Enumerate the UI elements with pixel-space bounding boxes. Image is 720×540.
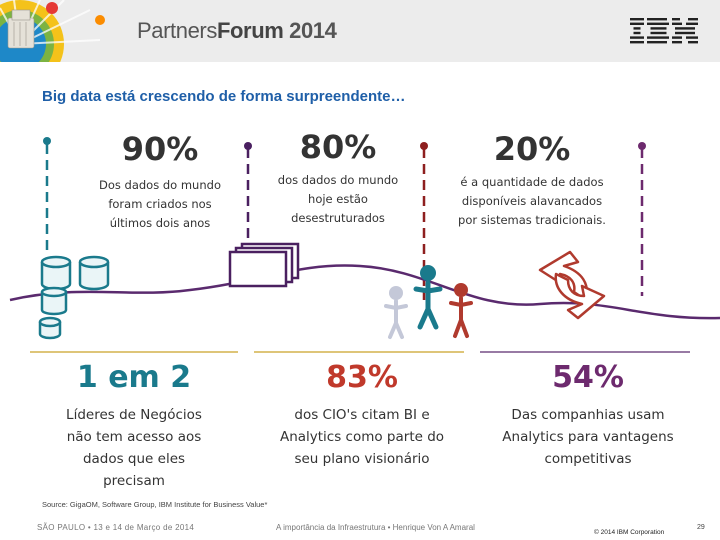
pin-teal (43, 137, 51, 252)
stat-20-desc: é a quantidade de dados disponíveis alav… (432, 173, 632, 230)
stat-83-desc: dos CIO's citam BI e Analytics como part… (256, 404, 468, 470)
stat-1em2-line2: não tem acesso aos (66, 429, 202, 445)
stat-80-desc: dos dados do mundo hoje estão desestrutu… (238, 171, 438, 228)
stat-1em2-value: 1 em 2 (76, 360, 192, 395)
stat-80-line2: hoje estão (308, 192, 368, 206)
footer-copyright: © 2014 IBM Corporation (594, 529, 665, 536)
stat-83-line3: seu plano visionário (294, 451, 430, 467)
stat-90-value: 90% (121, 130, 199, 168)
database-icon (38, 255, 110, 340)
brand-title: PartnersForum 2014 (137, 18, 337, 44)
pin-purple-1 (244, 142, 252, 240)
stat-20-value: 20% (493, 130, 571, 168)
documents-icon (228, 242, 300, 288)
stat-90-desc: Dos dados do mundo foram criados nos últ… (60, 176, 260, 233)
stat-54-line1: Das companhias usam (511, 407, 665, 423)
stat-54-value: 54% (552, 360, 624, 395)
footer-presentation: A importância da Infraestrutura • Henriq… (276, 523, 475, 532)
stat-54-desc: Das companhias usam Analytics para vanta… (482, 404, 694, 470)
slide-footer: SÃO PAULO • 13 e 14 de Março de 2014 A i… (0, 516, 720, 540)
partners-forum-burst-logo (0, 0, 122, 62)
stat-80-line1: dos dados do mundo (277, 173, 399, 187)
stat-1em2-line4: precisam (103, 473, 165, 489)
stat-1em2-line1: Líderes de Negócios (66, 407, 202, 423)
stat-80-line3: desestruturados (291, 211, 385, 225)
stat-90-line1: Dos dados do mundo (99, 178, 221, 192)
pin-red-1 (420, 142, 428, 300)
person-teal-icon (413, 265, 443, 330)
stat-83-line1: dos CIO's citam BI e (294, 407, 430, 423)
page-number: 29 (697, 524, 705, 531)
brand-main: Partners (137, 18, 217, 43)
stat-54-line3: competitivas (544, 451, 632, 467)
stat-80-value: 80% (299, 128, 377, 166)
stat-1em2-desc: Líderes de Negócios não tem acesso aos d… (34, 404, 234, 492)
stat-54-line2: Analytics para vantagens (502, 429, 674, 445)
slide-title: Big data está crescendo de forma surpree… (42, 88, 406, 105)
brand-bold: Forum (216, 18, 284, 43)
stat-83-line2: Analytics como parte do (279, 429, 445, 445)
stat-20-line3: por sistemas tradicionais. (458, 213, 606, 227)
stat-83-value: 83% (326, 360, 398, 395)
source-note: Source: GigaOM, Software Group, IBM Inst… (42, 500, 268, 509)
stat-20-line2: disponíveis alavancados (461, 194, 603, 208)
wave-line (9, 264, 720, 320)
pin-purple-2 (638, 142, 646, 296)
stat-20-line1: é a quantidade de dados (460, 175, 604, 189)
slide-header: PartnersForum 2014 (0, 0, 720, 62)
stat-1em2-line3: dados que eles (82, 451, 186, 467)
refresh-arrows-icon (538, 250, 606, 320)
footer-event: SÃO PAULO • 13 e 14 de Março de 2014 (37, 523, 195, 532)
stat-90-line3: últimos dois anos (109, 216, 211, 230)
brand-year: 2014 (289, 18, 337, 43)
ibm-logo (630, 18, 698, 44)
person-red-icon (449, 283, 473, 338)
stat-90-line2: foram criados nos (108, 197, 212, 211)
person-gray-icon (384, 286, 408, 339)
